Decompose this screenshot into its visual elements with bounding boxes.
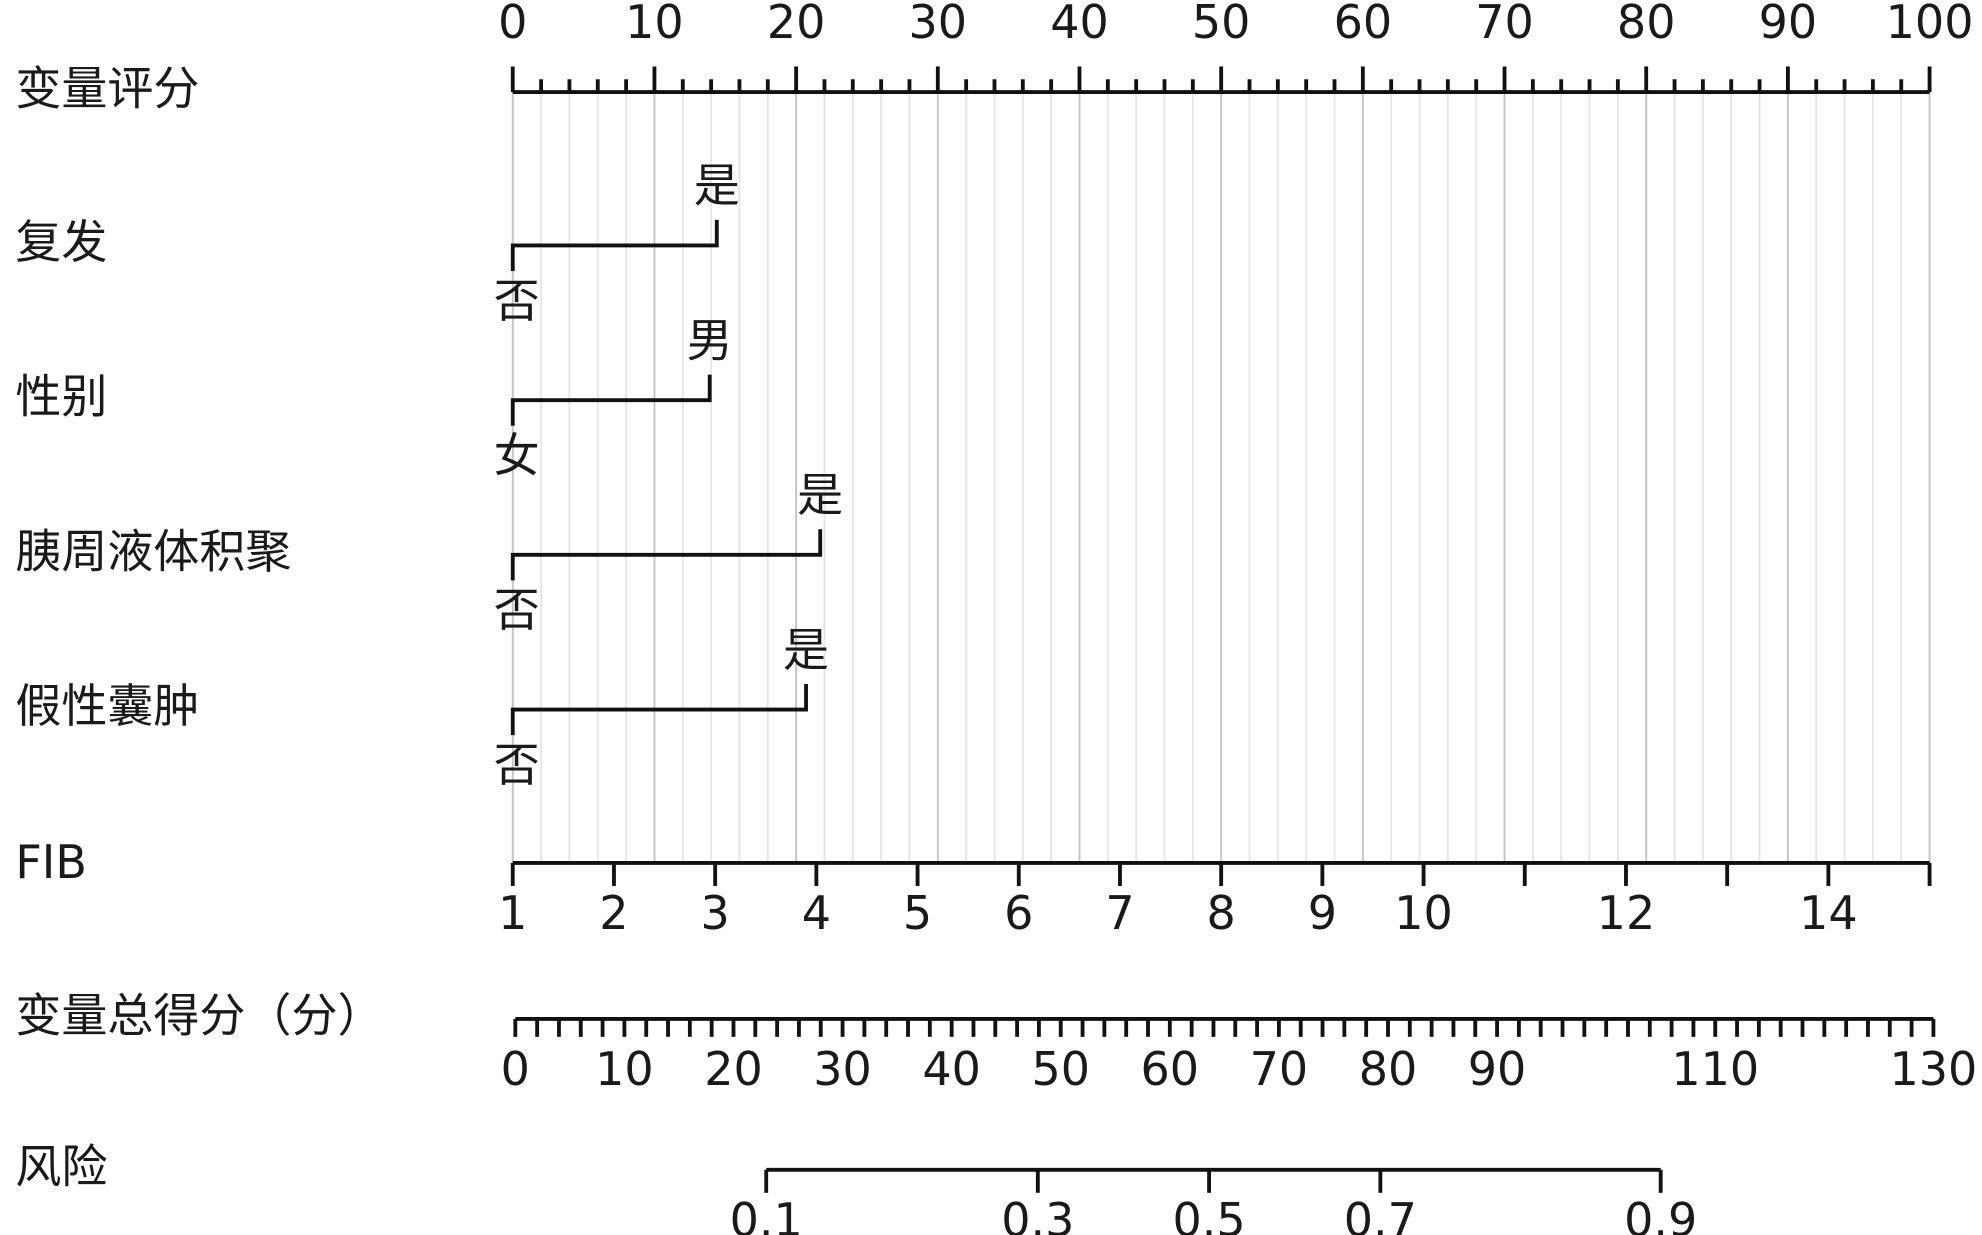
tick-label: 90 <box>1468 1042 1527 1096</box>
level-label: 男 <box>687 313 733 367</box>
level-label: 女 <box>494 428 540 482</box>
tick-label: 10 <box>625 0 684 49</box>
tick-label: 2 <box>599 886 628 940</box>
tick-label: 1 <box>498 886 527 940</box>
tick-label: 12 <box>1597 886 1656 940</box>
tick-label: 60 <box>1141 1042 1200 1096</box>
tick-label: 14 <box>1799 886 1858 940</box>
tick-label: 0.9 <box>1624 1193 1697 1235</box>
tick-label: 4 <box>802 886 831 940</box>
row-label: FIB <box>15 835 87 889</box>
row-label: 变量总得分（分） <box>15 988 383 1042</box>
tick-label: 10 <box>1394 886 1453 940</box>
tick-label: 80 <box>1359 1042 1418 1096</box>
tick-label: 20 <box>704 1042 763 1096</box>
tick-label: 6 <box>1004 886 1033 940</box>
tick-label: 9 <box>1308 886 1337 940</box>
tick-label: 80 <box>1617 0 1676 49</box>
tick-label: 110 <box>1671 1042 1759 1096</box>
row-label: 胰周液体积聚 <box>15 524 291 578</box>
tick-label: 8 <box>1207 886 1236 940</box>
tick-label: 50 <box>1192 0 1251 49</box>
tick-label: 0.3 <box>1001 1193 1074 1235</box>
tick-label: 40 <box>922 1042 981 1096</box>
tick-label: 0.1 <box>730 1193 803 1235</box>
level-label: 否 <box>494 274 540 328</box>
level-label: 是 <box>797 468 843 522</box>
tick-label: 0 <box>501 1042 530 1096</box>
row-label: 复发 <box>15 215 107 269</box>
tick-label: 30 <box>909 0 968 49</box>
tick-label: 7 <box>1105 886 1134 940</box>
tick-label: 40 <box>1050 0 1109 49</box>
tick-label: 70 <box>1250 1042 1309 1096</box>
level-label: 否 <box>494 738 540 792</box>
tick-label: 5 <box>903 886 932 940</box>
tick-label: 10 <box>595 1042 654 1096</box>
row-label: 假性囊肿 <box>15 679 199 733</box>
tick-label: 20 <box>767 0 826 49</box>
level-label: 是 <box>694 159 740 213</box>
tick-label: 50 <box>1031 1042 1090 1096</box>
tick-label: 0 <box>498 0 527 49</box>
tick-label: 3 <box>701 886 730 940</box>
tick-label: 70 <box>1475 0 1534 49</box>
level-label: 否 <box>494 583 540 637</box>
tick-label: 100 <box>1886 0 1974 49</box>
row-label: 变量评分 <box>15 62 199 116</box>
tick-label: 130 <box>1889 1042 1977 1096</box>
variable-scale <box>510 374 712 426</box>
level-label: 是 <box>783 623 829 677</box>
tick-label: 30 <box>813 1042 872 1096</box>
variable-scale <box>510 219 719 272</box>
row-label: 风险 <box>15 1139 107 1193</box>
tick-label: 90 <box>1759 0 1818 49</box>
tick-label: 60 <box>1334 0 1393 49</box>
variable-scale <box>510 683 808 736</box>
variable-scale <box>510 529 823 581</box>
tick-label: 0.5 <box>1172 1193 1245 1235</box>
tick-label: 0.7 <box>1344 1193 1417 1235</box>
row-label: 性别 <box>15 370 107 424</box>
